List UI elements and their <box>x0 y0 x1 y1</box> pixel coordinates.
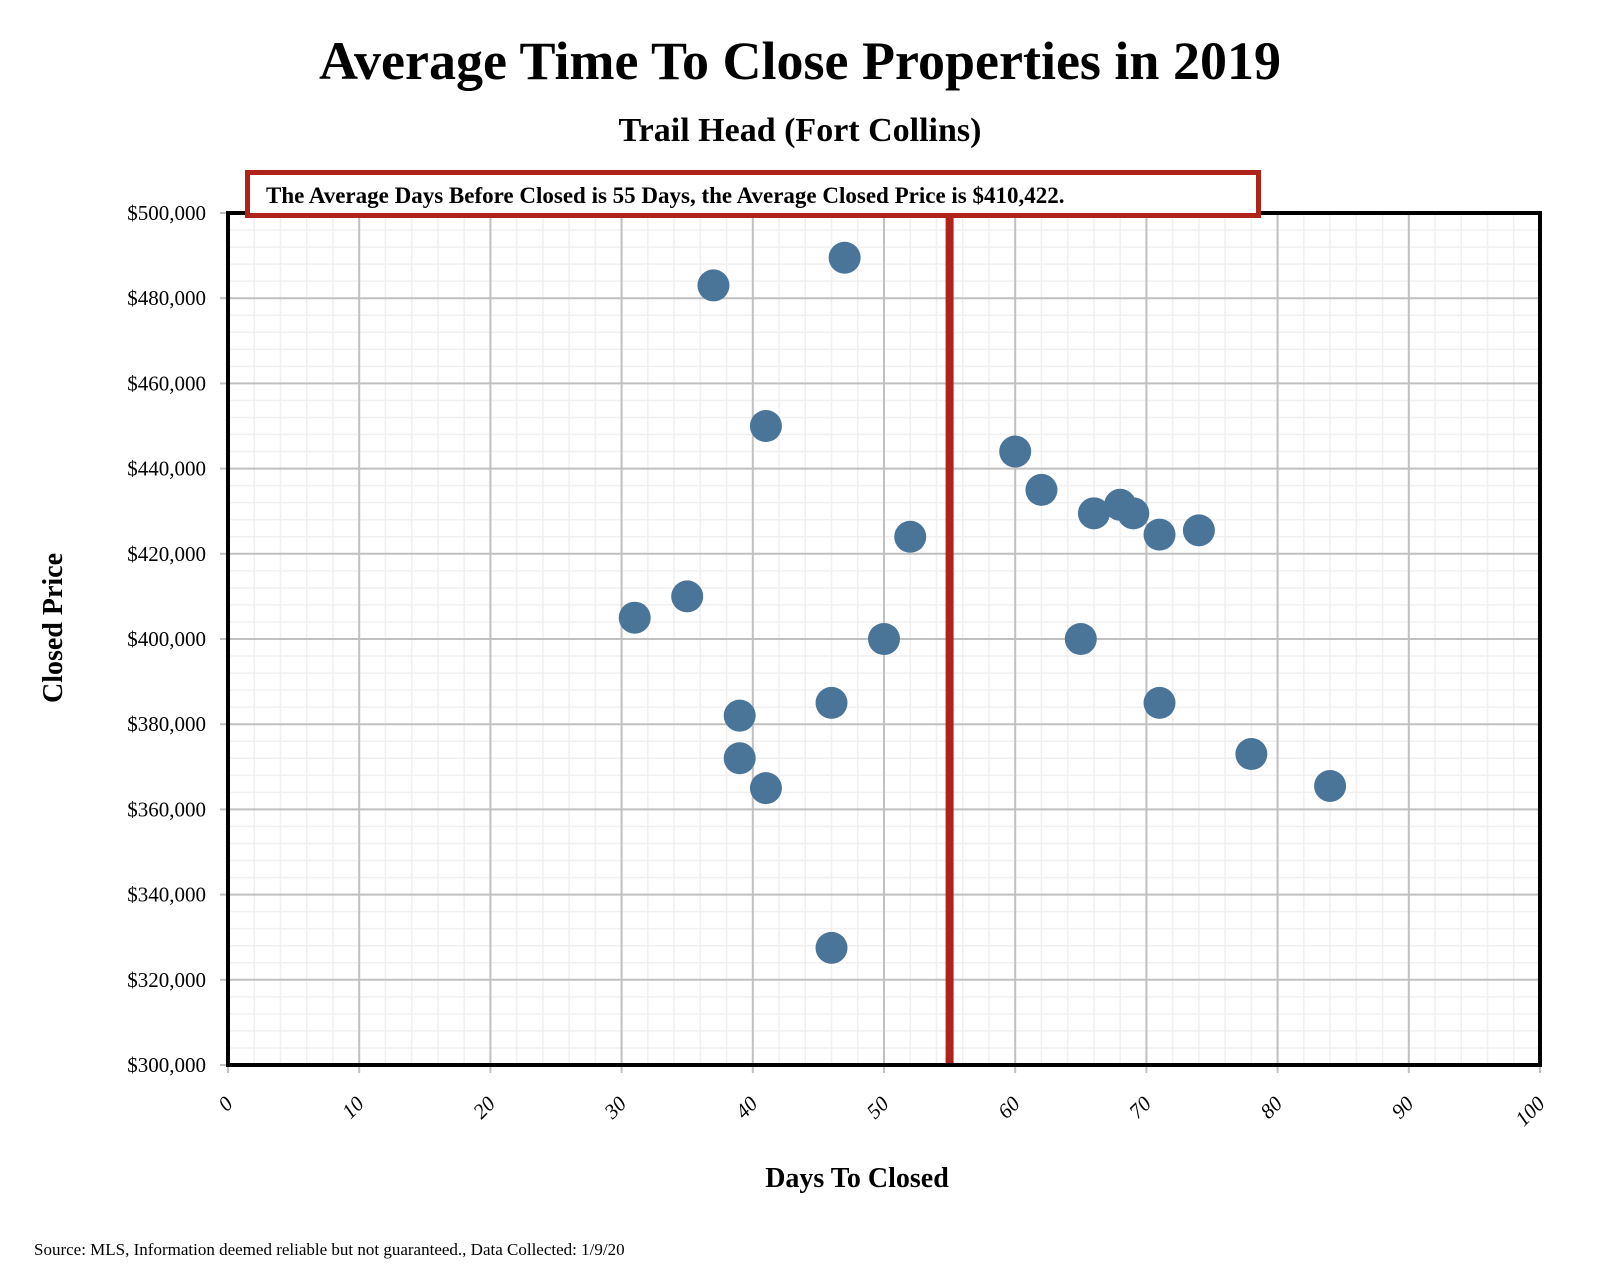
data-point <box>1182 514 1215 547</box>
data-point <box>618 601 651 634</box>
x-tick-label: 80 <box>1255 1091 1287 1123</box>
x-tick-label: 50 <box>862 1091 894 1123</box>
data-point <box>815 686 848 719</box>
y-tick-label: $460,000 <box>127 371 206 395</box>
data-point <box>1314 769 1347 802</box>
y-tick-label: $440,000 <box>127 457 206 481</box>
y-tick-label: $300,000 <box>127 1053 206 1077</box>
y-tick-label: $320,000 <box>127 968 206 992</box>
y-tick-label: $420,000 <box>127 542 206 566</box>
data-point <box>815 931 848 964</box>
source-footnote: Source: MLS, Information deemed reliable… <box>34 1240 625 1259</box>
data-point <box>723 699 756 732</box>
x-tick-label: 0 <box>213 1091 238 1116</box>
data-point <box>671 580 704 613</box>
data-point <box>1143 518 1176 551</box>
data-point <box>999 435 1032 468</box>
y-axis-title: Closed Price <box>38 553 69 703</box>
x-tick-label: 60 <box>993 1091 1025 1123</box>
x-tick-label: 10 <box>337 1091 369 1123</box>
x-tick-label: 20 <box>468 1091 500 1123</box>
data-point <box>749 772 782 805</box>
chart-subtitle: Trail Head (Fort Collins) <box>618 112 982 149</box>
data-point <box>894 520 927 553</box>
x-tick-label: 40 <box>731 1091 763 1123</box>
data-point <box>828 241 861 274</box>
data-point <box>1117 497 1150 530</box>
data-point <box>1143 686 1176 719</box>
x-axis-ticks: 0 10 20 30 40 50 60 70 80 90 100 <box>213 1065 1550 1131</box>
data-point <box>868 623 900 655</box>
data-point <box>1235 738 1268 771</box>
data-point <box>1025 473 1058 506</box>
y-axis-ticks: $300,000 $320,000 $340,000 $360,000 $380,000… <box>127 201 228 1077</box>
y-tick-label: $400,000 <box>127 627 206 651</box>
data-point <box>749 410 782 442</box>
y-tick-label: $380,000 <box>127 712 206 736</box>
data-point <box>1077 497 1110 530</box>
data-point <box>697 269 730 302</box>
x-tick-label: 90 <box>1387 1091 1419 1123</box>
y-tick-label: $340,000 <box>127 883 206 907</box>
data-point <box>723 742 756 775</box>
y-tick-label: $500,000 <box>127 201 206 225</box>
x-tick-label: 100 <box>1510 1091 1550 1131</box>
x-tick-label: 70 <box>1124 1091 1156 1123</box>
chart-title: Average Time To Close Properties in 2019 <box>319 31 1281 91</box>
average-annotation-box: The Average Days Before Closed is 55 Day… <box>245 170 1261 218</box>
y-tick-label: $480,000 <box>127 286 206 310</box>
data-point <box>1064 623 1097 655</box>
y-tick-label: $360,000 <box>127 797 206 821</box>
x-axis-title: Days To Closed <box>765 1163 949 1194</box>
x-tick-label: 30 <box>599 1091 632 1124</box>
data-points <box>618 241 1347 964</box>
